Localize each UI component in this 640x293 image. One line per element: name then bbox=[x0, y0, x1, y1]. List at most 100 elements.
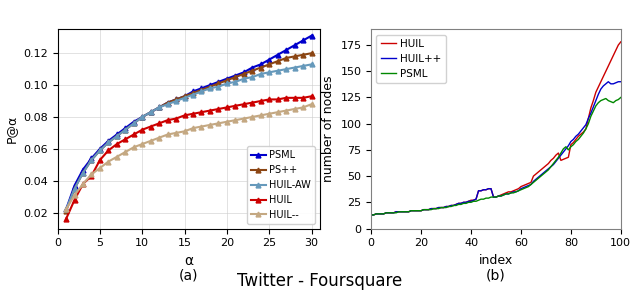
HUIL bbox=[70, 198, 78, 202]
HUIL bbox=[180, 114, 188, 117]
PSML bbox=[308, 34, 316, 38]
HUIL bbox=[282, 96, 290, 100]
PSML bbox=[291, 43, 298, 47]
X-axis label: index: index bbox=[479, 254, 513, 267]
PSML bbox=[180, 94, 188, 98]
PSML bbox=[172, 98, 180, 101]
PSML bbox=[367, 213, 375, 217]
HUIL bbox=[367, 213, 375, 217]
PS++ bbox=[113, 134, 121, 138]
Line: HUIL--: HUIL-- bbox=[63, 102, 314, 212]
Text: (a): (a) bbox=[179, 268, 198, 282]
HUIL-- bbox=[147, 139, 154, 143]
HUIL-- bbox=[70, 193, 78, 197]
HUIL-- bbox=[138, 142, 146, 146]
PS++ bbox=[88, 158, 95, 162]
PS++ bbox=[232, 75, 239, 79]
PSML bbox=[282, 48, 290, 52]
HUIL-AW bbox=[232, 80, 239, 84]
HUIL bbox=[257, 99, 264, 103]
PS++ bbox=[274, 59, 282, 63]
HUIL-AW bbox=[164, 103, 172, 106]
HUIL-- bbox=[232, 118, 239, 122]
HUIL-AW bbox=[147, 110, 154, 114]
PS++ bbox=[172, 98, 180, 101]
HUIL bbox=[240, 103, 248, 106]
HUIL-- bbox=[308, 103, 316, 106]
HUIL bbox=[156, 122, 163, 125]
HUIL-AW bbox=[274, 69, 282, 72]
HUIL-- bbox=[274, 110, 282, 114]
PSML bbox=[62, 208, 70, 211]
HUIL bbox=[198, 110, 205, 114]
PS++ bbox=[223, 79, 231, 82]
HUIL-- bbox=[282, 109, 290, 112]
PS++ bbox=[189, 91, 197, 95]
PS++ bbox=[198, 88, 205, 92]
HUIL-- bbox=[104, 160, 112, 163]
PSML bbox=[156, 106, 163, 109]
HUIL-- bbox=[96, 166, 104, 170]
HUIL++ bbox=[482, 188, 490, 192]
PS++ bbox=[206, 85, 214, 88]
HUIL-AW bbox=[282, 67, 290, 71]
HUIL-AW bbox=[70, 187, 78, 190]
HUIL++ bbox=[542, 169, 550, 173]
HUIL-AW bbox=[156, 106, 163, 109]
PS++ bbox=[257, 66, 264, 69]
PS++ bbox=[248, 69, 256, 72]
Line: HUIL-AW: HUIL-AW bbox=[63, 62, 314, 212]
HUIL bbox=[138, 128, 146, 132]
PS++ bbox=[62, 209, 70, 213]
HUIL-AW bbox=[138, 115, 146, 119]
PSML bbox=[79, 168, 87, 171]
HUIL++ bbox=[385, 211, 392, 214]
Line: PSML: PSML bbox=[63, 33, 314, 212]
HUIL-- bbox=[257, 114, 264, 117]
HUIL-- bbox=[130, 146, 138, 149]
Line: PS++: PS++ bbox=[63, 51, 314, 213]
HUIL-- bbox=[172, 131, 180, 135]
PS++ bbox=[147, 110, 154, 114]
HUIL-AW bbox=[104, 141, 112, 144]
HUIL-AW bbox=[248, 75, 256, 79]
HUIL-- bbox=[156, 136, 163, 139]
HUIL-AW bbox=[130, 122, 138, 125]
HUIL-AW bbox=[88, 158, 95, 162]
HUIL++ bbox=[617, 80, 625, 84]
PSML bbox=[257, 63, 264, 66]
HUIL bbox=[232, 104, 239, 108]
PSML bbox=[274, 53, 282, 57]
PSML bbox=[113, 133, 121, 136]
PS++ bbox=[300, 53, 307, 57]
PS++ bbox=[79, 171, 87, 175]
HUIL-AW bbox=[122, 128, 129, 132]
HUIL bbox=[214, 107, 222, 111]
PS++ bbox=[138, 115, 146, 119]
PS++ bbox=[308, 52, 316, 55]
HUIL bbox=[147, 125, 154, 128]
HUIL bbox=[164, 118, 172, 122]
HUIL-- bbox=[214, 122, 222, 125]
Line: HUIL++: HUIL++ bbox=[371, 82, 621, 215]
HUIL bbox=[130, 133, 138, 136]
PSML bbox=[554, 156, 563, 159]
X-axis label: α: α bbox=[184, 254, 193, 268]
Line: PSML: PSML bbox=[371, 98, 621, 215]
HUIL bbox=[189, 112, 197, 115]
PS++ bbox=[164, 101, 172, 104]
Y-axis label: number of nodes: number of nodes bbox=[322, 76, 335, 182]
HUIL-- bbox=[291, 107, 298, 111]
Line: HUIL: HUIL bbox=[371, 42, 621, 215]
HUIL bbox=[223, 106, 231, 109]
PSML bbox=[164, 101, 172, 104]
HUIL-- bbox=[248, 115, 256, 119]
HUIL-AW bbox=[62, 208, 70, 211]
PSML bbox=[214, 80, 222, 84]
HUIL-- bbox=[206, 123, 214, 127]
Text: (b): (b) bbox=[486, 268, 506, 282]
HUIL-- bbox=[300, 106, 307, 109]
HUIL bbox=[79, 182, 87, 186]
HUIL-- bbox=[240, 117, 248, 120]
PSML bbox=[300, 39, 307, 42]
